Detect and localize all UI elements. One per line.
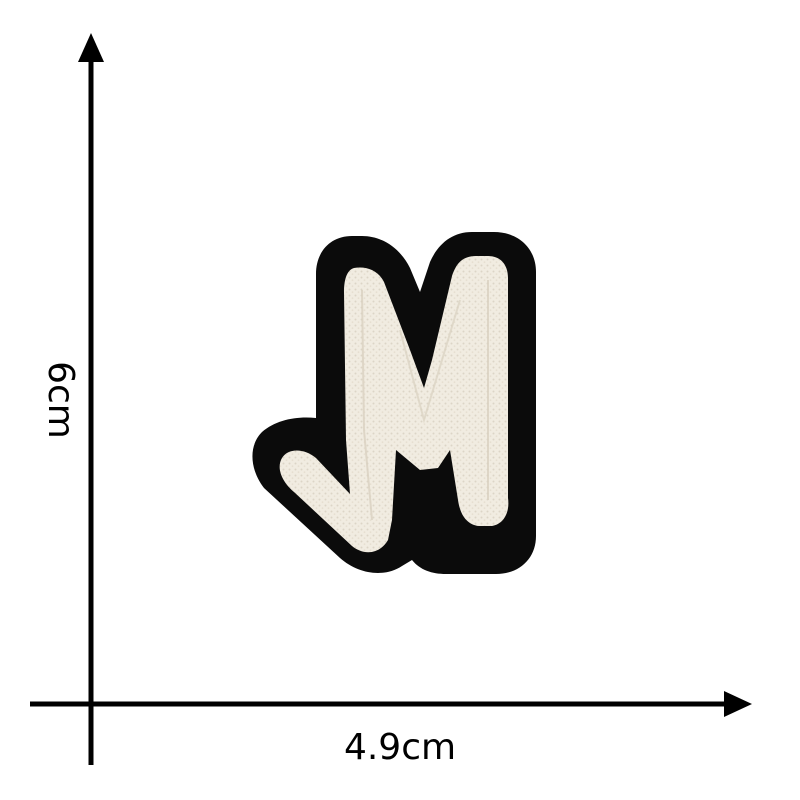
width-dimension-label: 4.9cm	[343, 727, 457, 768]
vertical-axis-arrowhead	[78, 33, 104, 62]
height-dimension-label: 6cm	[40, 361, 81, 439]
patch-stitch-middle	[399, 299, 461, 424]
horizontal-axis-arrowhead	[724, 691, 752, 717]
patch-stitch-left	[361, 289, 373, 521]
